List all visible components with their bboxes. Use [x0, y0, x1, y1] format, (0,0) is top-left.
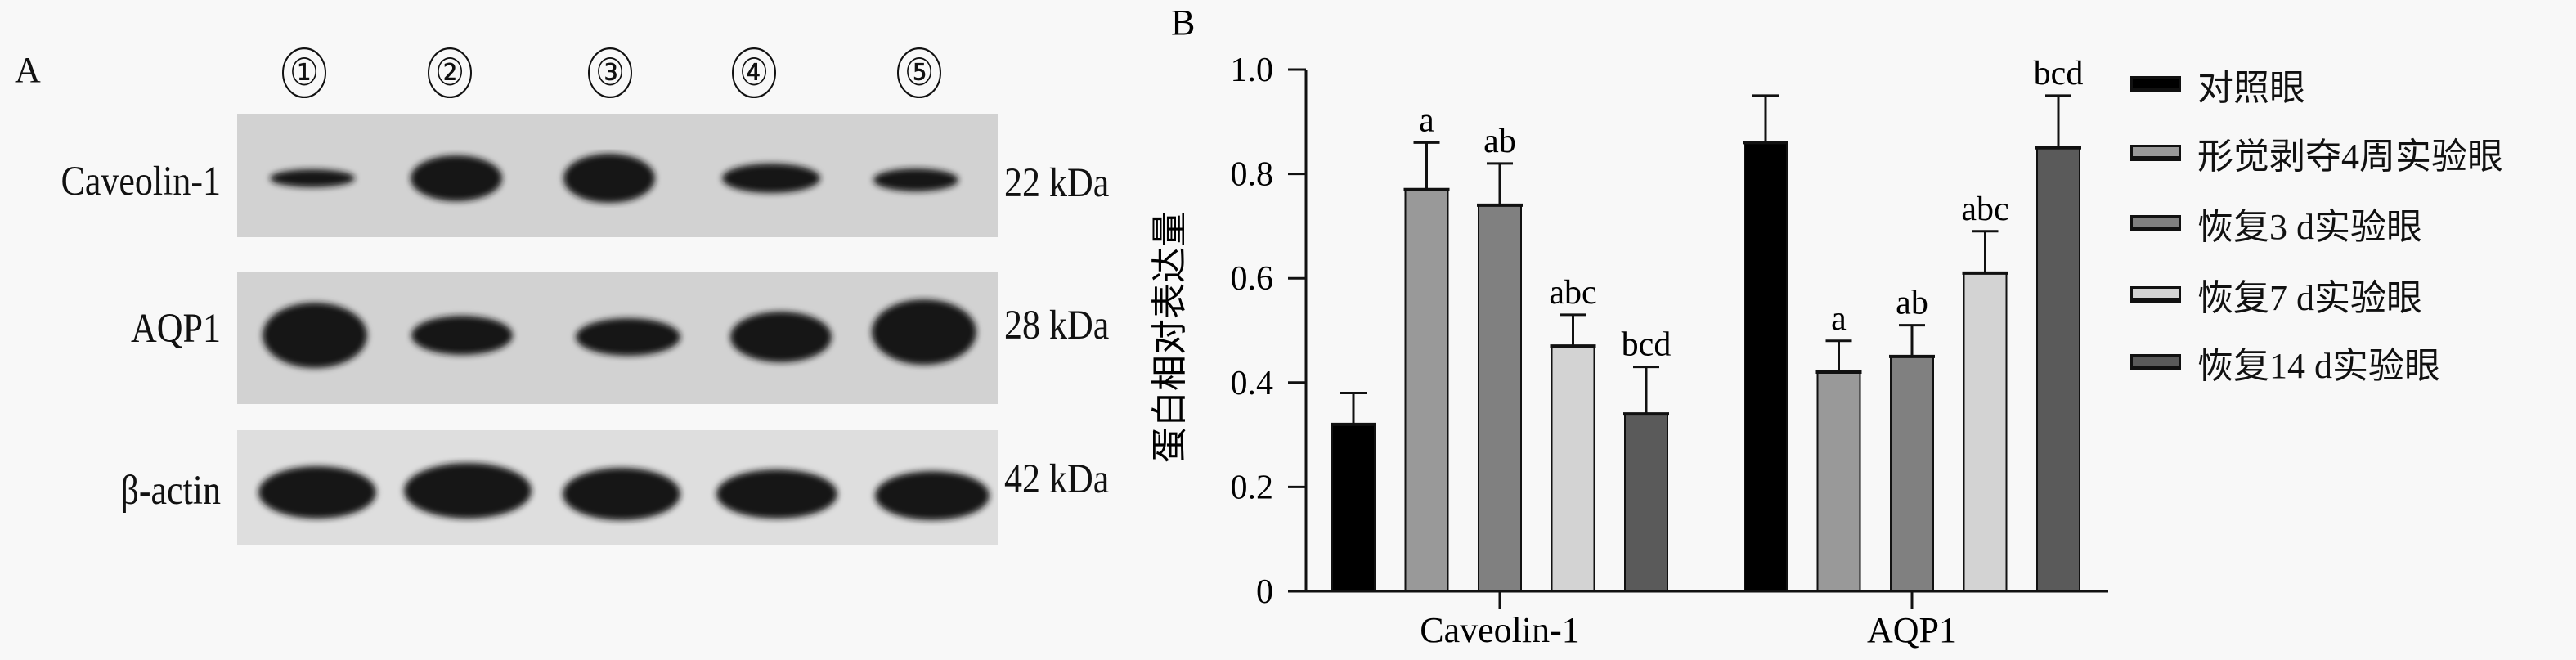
row-label-aqp1: AQP1 [130, 305, 221, 352]
blot-caveolin-1 [237, 114, 998, 237]
y-axis-label: 蛋白相对表达量 [1150, 211, 1190, 463]
band [576, 318, 680, 356]
band [875, 471, 990, 520]
row-label-beta-actin: β-actin [120, 467, 221, 514]
band [716, 469, 837, 519]
band [258, 466, 376, 519]
legend-swatch [2130, 354, 2181, 370]
significance-label: bcd [1622, 326, 1672, 364]
legend-label: 恢复14 d实验眼 [2197, 346, 2440, 386]
legend-swatch [2130, 215, 2181, 231]
x-tick-label-caveolin-1: Caveolin-1 [1420, 610, 1580, 650]
legend-label: 对照眼 [2197, 68, 2305, 108]
bar [1744, 141, 1788, 592]
legend-item: 恢复14 d实验眼 [2130, 342, 2440, 386]
y-tick-label: 0.6 [1231, 260, 1274, 298]
beta-actin-bands [258, 463, 990, 520]
blot-beta-actin [237, 430, 998, 545]
kda-aqp1: 28 kDa [1004, 302, 1110, 348]
significance-label: abc [1549, 274, 1596, 312]
bar [1890, 355, 1934, 592]
lane-4-label: ④ [732, 47, 776, 99]
legend-item: 形觉剥夺4周实验眼 [2130, 132, 2503, 177]
kda-beta-actin: 42 kDa [1004, 456, 1110, 502]
y-tick-label: 0.2 [1231, 469, 1274, 506]
significance-label: ab [1483, 123, 1516, 160]
band [263, 303, 367, 368]
caveolin-bands [270, 154, 958, 203]
significance-label: bcd [2034, 55, 2084, 92]
bar [1816, 371, 1861, 592]
bar [1551, 345, 1595, 592]
y-tick-label: 1.0 [1231, 52, 1274, 89]
significance-label: abc [1961, 191, 2008, 228]
legend-swatch [2130, 76, 2181, 92]
band [563, 468, 680, 520]
bar [1478, 204, 1522, 592]
lane-5-label: ⑤ [897, 47, 941, 99]
blot-aqp1 [237, 272, 998, 404]
legend-swatch [2130, 145, 2181, 161]
bar [1963, 272, 2008, 592]
band [270, 169, 355, 187]
significance-label: a [1831, 300, 1847, 338]
band [873, 168, 958, 191]
band [563, 154, 655, 203]
bar [2036, 146, 2080, 592]
band [411, 155, 502, 201]
band [411, 316, 513, 355]
legend-item: 恢复7 d实验眼 [2130, 274, 2422, 318]
legend-label: 恢复7 d实验眼 [2197, 278, 2422, 318]
legend-label: 形觉剥夺4周实验眼 [2197, 137, 2503, 177]
bar [1624, 413, 1668, 592]
legend-label: 恢复3 d实验眼 [2197, 207, 2422, 247]
significance-label: a [1419, 101, 1434, 139]
bar [1404, 188, 1449, 593]
lane-2-label: ② [428, 47, 472, 99]
panel-b-label: B [1171, 2, 1195, 43]
y-tick-label: 0.4 [1231, 365, 1274, 402]
y-tick-label: 0.8 [1231, 156, 1274, 194]
bar [1331, 423, 1376, 593]
lane-3-label: ③ [588, 47, 632, 99]
legend-swatch [2130, 286, 2181, 303]
kda-caveolin-1: 22 kDa [1004, 159, 1110, 206]
legend-item: 对照眼 [2130, 64, 2305, 108]
significance-label: ab [1896, 285, 1928, 322]
x-tick-label-aqp1: AQP1 [1867, 610, 1957, 650]
band [404, 463, 532, 519]
band [872, 299, 976, 365]
aqp1-bands [263, 299, 976, 368]
legend-item: 恢复3 d实验眼 [2130, 203, 2422, 247]
band [722, 164, 820, 193]
y-tick-label: 0 [1256, 573, 1273, 611]
row-label-caveolin-1: Caveolin-1 [61, 158, 221, 204]
panel-a-label: A [15, 50, 41, 90]
band [730, 312, 832, 362]
lane-1-label: ① [282, 47, 326, 99]
